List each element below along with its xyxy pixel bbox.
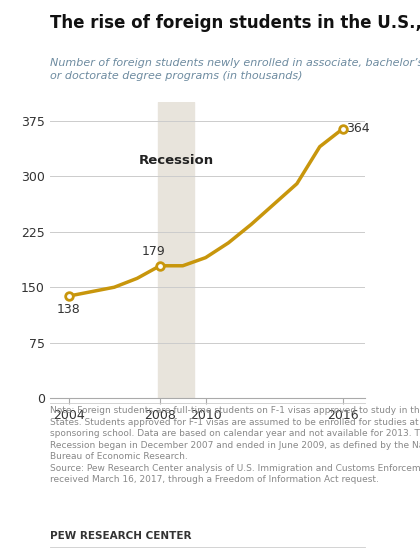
Text: The rise of foreign students in the U.S., 2004-2016: The rise of foreign students in the U.S.… <box>50 14 420 32</box>
Text: Number of foreign students newly enrolled in associate, bachelor’s, master’s
or : Number of foreign students newly enrolle… <box>50 58 420 81</box>
Text: 179: 179 <box>141 246 165 258</box>
Text: 364: 364 <box>346 122 370 135</box>
Bar <box>158 102 194 398</box>
Text: Note: Foreign students are full-time students on F-1 visas approved to study in : Note: Foreign students are full-time stu… <box>50 406 420 484</box>
Text: PEW RESEARCH CENTER: PEW RESEARCH CENTER <box>50 531 192 541</box>
Text: Recession: Recession <box>138 154 213 167</box>
Text: 138: 138 <box>57 304 81 316</box>
